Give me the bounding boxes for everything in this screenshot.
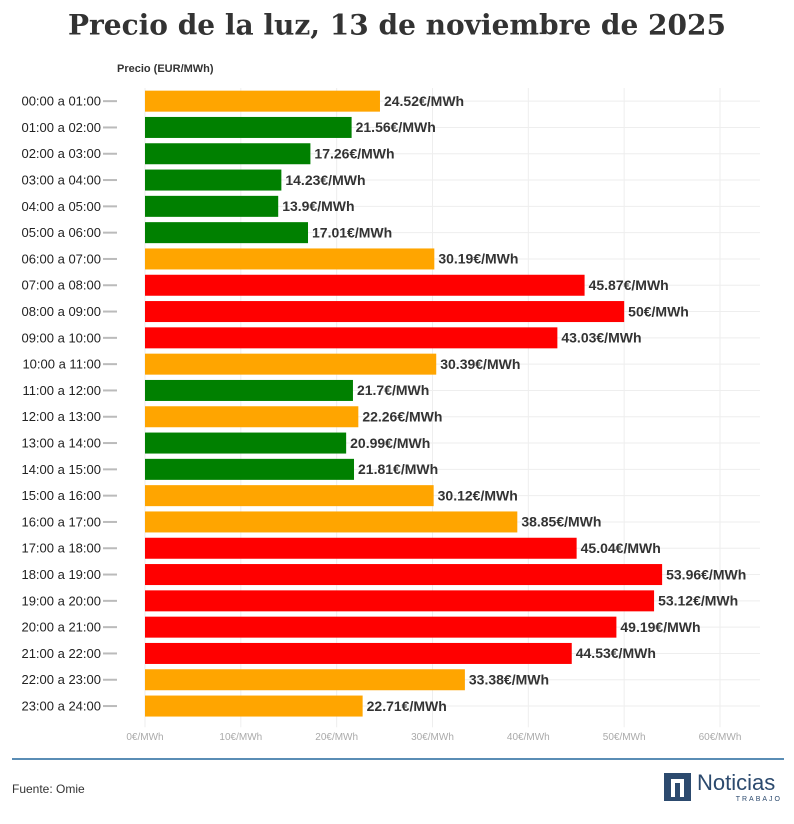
x-tick-label: 0€/MWh bbox=[126, 732, 163, 743]
value-label: 20.99€/MWh bbox=[350, 435, 430, 451]
y-tick-label: 12:00 a 13:00 bbox=[21, 409, 101, 424]
logo-sub: TRABAJO bbox=[736, 796, 782, 803]
logo-icon bbox=[664, 773, 691, 801]
y-tick-label: 09:00 a 10:00 bbox=[21, 330, 101, 345]
bar bbox=[145, 406, 359, 428]
bar bbox=[145, 564, 663, 586]
bar bbox=[145, 327, 558, 349]
value-label: 49.19€/MWh bbox=[620, 619, 700, 635]
bar bbox=[145, 616, 617, 638]
y-tick-label: 07:00 a 08:00 bbox=[21, 278, 101, 293]
y-tick-label: 18:00 a 19:00 bbox=[21, 567, 101, 582]
chart-title: Precio de la luz, 13 de noviembre de 202… bbox=[68, 9, 726, 42]
y-tick-label: 20:00 a 21:00 bbox=[21, 620, 101, 635]
value-label: 38.85€/MWh bbox=[521, 514, 601, 530]
bar bbox=[145, 695, 363, 717]
y-tick-label: 08:00 a 09:00 bbox=[21, 304, 101, 319]
y-tick-label: 04:00 a 05:00 bbox=[21, 199, 101, 214]
bar bbox=[145, 353, 437, 375]
y-tick-label: 23:00 a 24:00 bbox=[21, 698, 101, 713]
y-tick-label: 10:00 a 11:00 bbox=[22, 357, 101, 372]
value-label: 24.52€/MWh bbox=[384, 93, 464, 109]
value-label: 43.03€/MWh bbox=[561, 330, 641, 346]
bar bbox=[145, 642, 572, 664]
y-tick-label: 02:00 a 03:00 bbox=[21, 146, 101, 161]
bar bbox=[145, 116, 352, 138]
bar bbox=[145, 379, 353, 401]
value-label: 22.71€/MWh bbox=[367, 698, 447, 714]
y-tick-label: 06:00 a 07:00 bbox=[21, 251, 101, 266]
x-tick-label: 20€/MWh bbox=[315, 732, 358, 743]
x-tick-label: 60€/MWh bbox=[699, 732, 742, 743]
bar bbox=[145, 669, 465, 691]
y-tick-label: 16:00 a 17:00 bbox=[21, 514, 101, 529]
value-label: 22.26€/MWh bbox=[362, 408, 442, 424]
x-tick-label: 40€/MWh bbox=[507, 732, 550, 743]
value-label: 30.12€/MWh bbox=[438, 487, 518, 503]
x-tick-label: 10€/MWh bbox=[219, 732, 262, 743]
y-tick-label: 21:00 a 22:00 bbox=[21, 646, 101, 661]
bar bbox=[145, 143, 311, 165]
bar bbox=[145, 248, 435, 270]
bar bbox=[145, 432, 347, 454]
axis-title: Precio (EUR/MWh) bbox=[117, 63, 214, 75]
x-tick-label: 30€/MWh bbox=[411, 732, 454, 743]
y-tick-label: 22:00 a 23:00 bbox=[21, 672, 101, 687]
value-label: 21.56€/MWh bbox=[356, 119, 436, 135]
value-label: 45.87€/MWh bbox=[589, 277, 669, 293]
value-label: 21.7€/MWh bbox=[357, 382, 429, 398]
bar bbox=[145, 301, 625, 323]
y-tick-label: 17:00 a 18:00 bbox=[21, 541, 101, 556]
bar bbox=[145, 222, 309, 244]
bar bbox=[145, 485, 434, 507]
logo-glyph bbox=[671, 779, 684, 797]
value-label: 17.01€/MWh bbox=[312, 224, 392, 240]
y-tick-label: 11:00 a 12:00 bbox=[22, 383, 101, 398]
value-label: 33.38€/MWh bbox=[469, 671, 549, 687]
y-tick-label: 03:00 a 04:00 bbox=[21, 172, 101, 187]
logo-name: Noticias bbox=[697, 770, 775, 795]
x-tick-label: 50€/MWh bbox=[603, 732, 646, 743]
y-tick-label: 19:00 a 20:00 bbox=[21, 593, 101, 608]
bar bbox=[145, 537, 577, 559]
bar bbox=[145, 169, 282, 191]
bar bbox=[145, 90, 380, 112]
bar bbox=[145, 274, 585, 296]
y-tick-label: 05:00 a 06:00 bbox=[21, 225, 101, 240]
value-label: 45.04€/MWh bbox=[581, 540, 661, 556]
value-label: 30.39€/MWh bbox=[440, 356, 520, 372]
bar bbox=[145, 195, 279, 217]
value-label: 17.26€/MWh bbox=[314, 145, 394, 161]
bar bbox=[145, 590, 655, 612]
bar bbox=[145, 458, 355, 480]
value-label: 13.9€/MWh bbox=[282, 198, 354, 214]
y-tick-label: 00:00 a 01:00 bbox=[21, 94, 101, 109]
value-label: 53.12€/MWh bbox=[658, 593, 738, 609]
y-tick-label: 15:00 a 16:00 bbox=[21, 488, 101, 503]
value-label: 14.23€/MWh bbox=[285, 172, 365, 188]
value-label: 21.81€/MWh bbox=[358, 461, 438, 477]
bar bbox=[145, 511, 518, 533]
source: Fuente: Omie bbox=[12, 782, 85, 796]
value-label: 50€/MWh bbox=[628, 303, 689, 319]
value-label: 44.53€/MWh bbox=[576, 645, 656, 661]
value-label: 30.19€/MWh bbox=[438, 251, 518, 267]
value-label: 53.96€/MWh bbox=[666, 566, 746, 582]
y-tick-label: 01:00 a 02:00 bbox=[21, 120, 101, 135]
y-tick-label: 13:00 a 14:00 bbox=[21, 435, 101, 450]
y-tick-label: 14:00 a 15:00 bbox=[21, 462, 101, 477]
